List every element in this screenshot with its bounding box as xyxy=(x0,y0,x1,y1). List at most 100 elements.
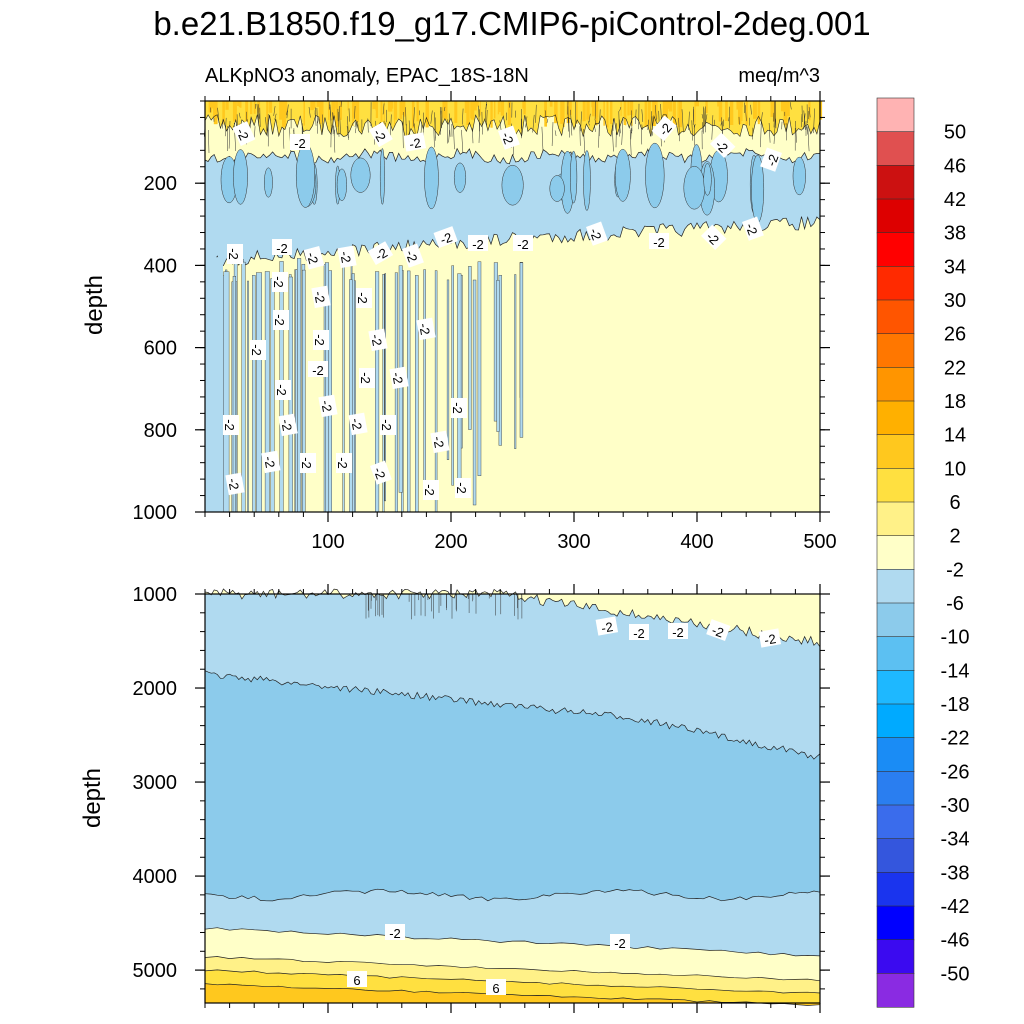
surface-contour xyxy=(621,118,624,145)
colorbar-swatch xyxy=(876,905,915,941)
surface-streak xyxy=(729,101,734,125)
surface-contour xyxy=(238,112,241,119)
surface-streak xyxy=(331,101,334,121)
surface-contour xyxy=(499,120,502,131)
surface-streak xyxy=(569,101,572,115)
bottom-contour-1 xyxy=(204,956,821,982)
colorbar-label: 46 xyxy=(944,155,966,177)
surface-streak xyxy=(544,101,546,121)
surface-streak xyxy=(282,101,286,127)
surface-streak xyxy=(705,101,708,113)
contour-label: -2 xyxy=(368,121,393,148)
contour-label: 6 xyxy=(347,971,367,988)
upper-y-axis-label: depth xyxy=(81,275,108,335)
cool-blob xyxy=(549,175,565,202)
surface-streak xyxy=(222,101,224,125)
contour-label: -2 xyxy=(337,245,357,269)
surface-streak xyxy=(286,101,288,115)
surface-streak xyxy=(466,101,470,126)
cool-blob xyxy=(424,146,439,210)
surface-streak xyxy=(500,101,505,116)
svg-text:-2: -2 xyxy=(763,631,777,648)
surface-streak xyxy=(718,101,723,122)
surface-contour xyxy=(775,101,777,129)
contour-label: -2 xyxy=(225,472,245,496)
plot-frame xyxy=(204,100,821,513)
x-tick-label: 100 xyxy=(311,531,344,553)
surface-contour xyxy=(286,110,288,116)
svg-text:-2: -2 xyxy=(261,455,278,469)
contour-label: -2 xyxy=(278,413,298,437)
surface-streak xyxy=(316,101,321,107)
surface-contour xyxy=(808,107,811,118)
deep-cool-streak xyxy=(247,280,249,513)
y-tick-label: 3000 xyxy=(133,772,178,794)
surface-streak xyxy=(332,101,335,119)
surface-contour xyxy=(333,125,336,153)
upper-axes: 100 200 300 400 500 200 400 600 800 1000 xyxy=(133,91,837,553)
contour-label: -2 xyxy=(318,394,338,418)
surface-contour xyxy=(800,113,803,128)
cool-blob xyxy=(453,162,467,193)
cool-blob xyxy=(501,164,524,206)
surface-streak xyxy=(268,101,273,113)
svg-text:-2: -2 xyxy=(348,417,365,431)
colorbar-swatch xyxy=(876,131,915,166)
surface-contour xyxy=(678,117,680,142)
surface-streak xyxy=(593,101,598,110)
upper-right-neutral xyxy=(205,589,820,647)
contour-label: -2 xyxy=(303,246,325,270)
surface-contour xyxy=(273,106,276,116)
deep-cool-streak xyxy=(256,272,262,513)
surface-streak xyxy=(282,101,284,110)
contour-label: -2 xyxy=(358,368,375,388)
surface-contour xyxy=(711,115,714,140)
svg-text:-2: -2 xyxy=(653,235,665,250)
surface-contour xyxy=(390,114,392,136)
surface-contour xyxy=(554,130,557,137)
contour-label: -2 xyxy=(355,288,372,308)
cool-blob xyxy=(264,167,273,198)
surface-contour xyxy=(750,104,752,115)
surface-streak xyxy=(757,101,761,122)
svg-text:-2: -2 xyxy=(454,482,469,494)
surface-contour xyxy=(316,107,318,134)
surface-contour xyxy=(347,116,349,139)
surface-contour xyxy=(443,106,446,112)
contour-label: -2 xyxy=(700,224,727,251)
surface-contour xyxy=(485,103,488,110)
contour-label: -2 xyxy=(668,623,688,640)
colorbar-swatch xyxy=(876,602,915,638)
colorbar-swatch xyxy=(876,165,915,200)
colorbar-swatch xyxy=(876,872,915,907)
contour-label: -2 xyxy=(308,361,328,378)
surface-contour xyxy=(484,101,487,123)
surface-contour xyxy=(265,117,267,131)
surface-contour xyxy=(568,117,570,138)
surface-contour xyxy=(768,122,771,143)
colorbar-label: -14 xyxy=(941,660,970,682)
y-tick-label: 400 xyxy=(144,255,177,277)
colorbar-label: 38 xyxy=(944,223,966,245)
cool-blob xyxy=(295,143,316,208)
upper-panel: ALKpNO3 anomaly, EPAC_18S-18N meq/m^3 -2… xyxy=(81,65,837,553)
surface-streak xyxy=(652,101,656,118)
surface-streak xyxy=(523,101,526,115)
deep-cool-streak xyxy=(264,271,270,513)
deep-cool-streak xyxy=(252,275,256,513)
surface-streak xyxy=(494,101,496,119)
contour-label: -2 xyxy=(402,243,424,268)
contour-label: -2 xyxy=(261,450,281,474)
colorbar-swatch xyxy=(876,333,915,368)
svg-text:-2: -2 xyxy=(335,457,350,469)
svg-text:-2: -2 xyxy=(222,419,237,431)
surface-contour xyxy=(598,109,601,137)
surface-contour xyxy=(598,124,600,148)
surface-contour xyxy=(705,114,708,123)
surface-streak xyxy=(623,101,626,125)
x-tick-label: 400 xyxy=(680,531,713,553)
surface-contour xyxy=(693,124,696,129)
surface-streak xyxy=(393,101,398,120)
contour-label: -2 xyxy=(312,330,329,350)
figure-title: b.e21.B1850.f19_g17.CMIP6-piControl-2deg… xyxy=(153,5,870,42)
